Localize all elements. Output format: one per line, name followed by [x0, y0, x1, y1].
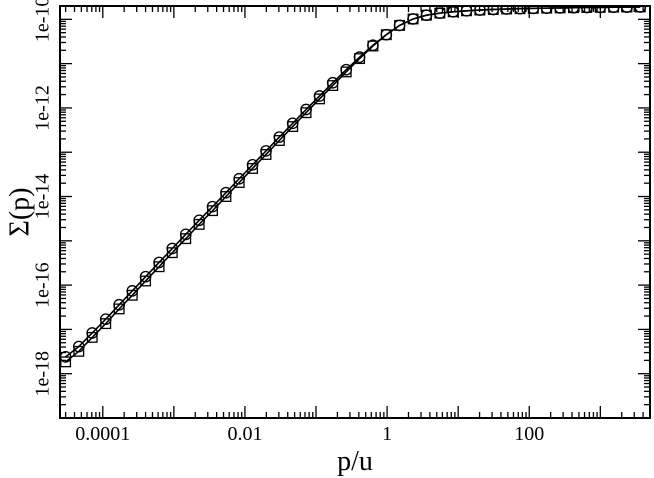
series-2-point — [113, 303, 125, 315]
series-2-point — [487, 6, 499, 15]
series-2-point — [501, 6, 513, 15]
series-2-point — [394, 19, 406, 31]
series-2-point — [260, 149, 272, 160]
series-2-point — [247, 163, 259, 174]
series-2-point — [407, 13, 419, 25]
series-2-point — [514, 6, 526, 15]
y-tick-label: 1e-16 — [32, 262, 54, 308]
series-2-point — [608, 6, 620, 13]
series-2-point — [207, 205, 218, 217]
series-2-line — [65, 6, 641, 363]
series-2-point — [233, 177, 245, 188]
series-2-point — [581, 6, 593, 13]
x-tick-label: 100 — [514, 423, 544, 445]
series-2-point — [140, 275, 152, 287]
series-2-point — [340, 66, 352, 78]
series-2-point — [300, 107, 312, 119]
plot-frame — [59, 5, 651, 419]
series-2-point — [86, 331, 98, 343]
series-2-point — [434, 7, 446, 19]
series-2-point — [554, 6, 566, 14]
series-2-point — [153, 261, 165, 273]
series-2-point — [220, 191, 232, 202]
y-tick-label: 1e-18 — [32, 351, 54, 397]
series-2-point — [180, 233, 192, 245]
series-2-point — [474, 6, 486, 16]
series-2-point — [568, 6, 579, 14]
tick-labels-group: 0.0001 0.01 1 100 1e-18 1e-16 1e-14 1e-12 1e-10 — [32, 0, 545, 445]
y-tick-label: 1e-14 — [32, 174, 54, 220]
series-2-point — [193, 218, 205, 230]
series-2-point — [166, 247, 178, 259]
series-2-point — [367, 40, 379, 52]
series-2-point — [314, 93, 325, 105]
series-group — [60, 6, 647, 368]
series-2-point — [541, 6, 553, 14]
series-2-point — [327, 80, 339, 92]
series-2-point — [287, 121, 299, 132]
series-2-point — [380, 29, 392, 41]
x-tick-label: 0.01 — [227, 423, 262, 445]
y-tick-label: 1e-10 — [32, 0, 54, 42]
series-2-point — [461, 6, 472, 17]
series-2-point — [354, 53, 366, 65]
x-axis-title: p/u — [337, 446, 373, 477]
series-2-point — [73, 345, 85, 357]
series-2-point — [126, 289, 138, 301]
y-axis-title: Σ(p) — [4, 188, 35, 237]
x-tick-label: 1 — [382, 423, 392, 445]
series-2-point — [273, 135, 285, 146]
series-2-point — [100, 318, 112, 330]
series-2-point — [527, 6, 539, 14]
x-tick-label: 0.0001 — [75, 423, 130, 445]
series-2-point — [421, 9, 432, 21]
y-tick-label: 1e-12 — [32, 85, 54, 131]
